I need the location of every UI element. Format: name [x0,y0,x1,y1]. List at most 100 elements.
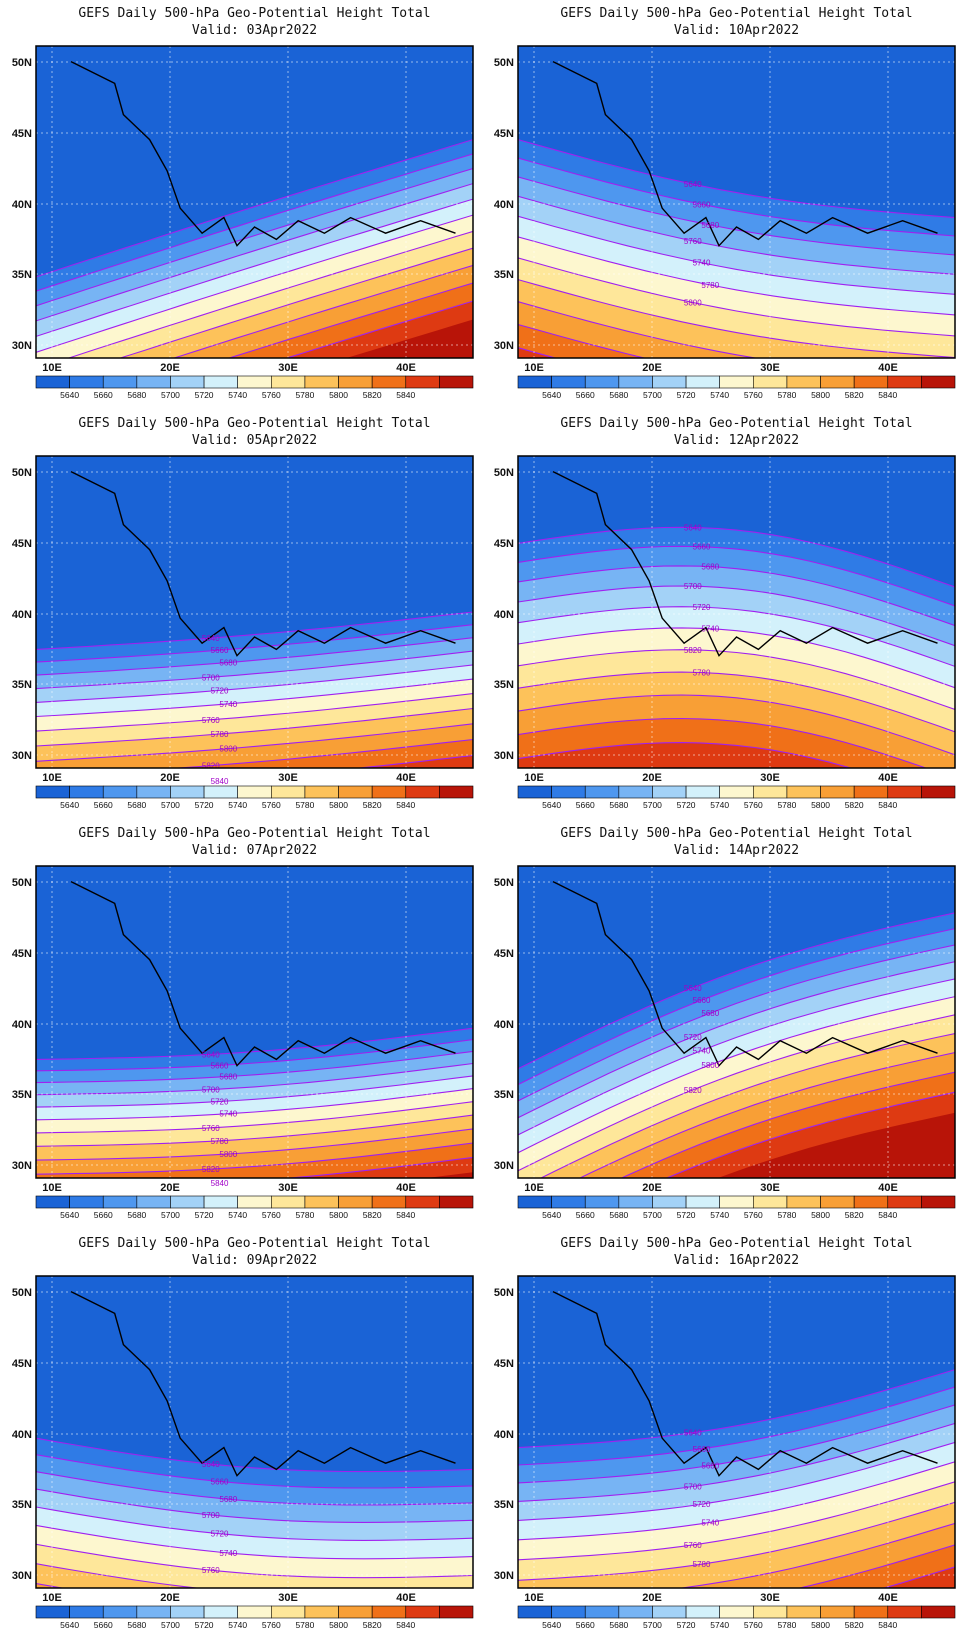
contour-line [36,1142,473,1175]
contour-line [518,1404,955,1484]
fill-band [518,324,645,358]
panel-valid-date: Valid: 05Apr2022 [192,433,317,448]
contour-line [539,1032,955,1178]
lon-tick-label: 20E [160,1182,180,1194]
lat-tick-label: 50N [494,57,514,69]
coastline [70,1290,456,1477]
colorbar-swatch [35,375,70,389]
contour-label: 5800 [684,299,702,308]
contour-line [67,230,473,358]
contour-line [354,754,473,768]
contour-line [36,1062,473,1096]
colorbar-level-label: 5840 [396,1620,415,1630]
lon-tick-label: 20E [160,1592,180,1604]
contour-label: 5640 [684,1429,702,1438]
colorbar-level-label: 5800 [329,1620,348,1630]
colorbar-swatch [271,1195,306,1209]
colorbar-level-label: 5720 [195,390,214,400]
colorbar-swatch [439,785,474,799]
colorbar-level-label: 5720 [195,800,214,810]
map-frame [35,865,474,1179]
lon-tick-label: 30E [760,772,780,784]
colorbar-swatch [271,785,306,799]
colorbar-level-label: 5780 [295,1620,314,1630]
contour-line [118,247,473,358]
map-panel: GEFS Daily 500-hPa Geo-Potential Height … [494,6,956,400]
colorbar-level-label: 5680 [609,1620,628,1630]
colorbar-level-label: 5780 [295,800,314,810]
colorbar-level-label: 5760 [262,390,281,400]
contour-label: 5820 [202,1165,220,1174]
colorbar-level-label: 5840 [396,390,415,400]
panel-valid-date: Valid: 10Apr2022 [674,23,799,38]
lat-tick-label: 45N [494,1358,514,1370]
height-field [36,46,473,358]
colorbar-swatch [102,1605,138,1619]
colorbar-swatch [136,785,171,799]
contour-line [171,738,473,768]
colorbar-level-label: 5760 [744,1210,763,1220]
contour-line [677,1522,955,1588]
map-frame [517,1275,956,1589]
colorbar-swatch [170,375,205,389]
colorbar-level-label: 5780 [777,390,796,400]
fill-band [346,319,473,358]
colorbar-level-label: 5700 [161,1620,180,1630]
colorbar-level-label: 5840 [878,390,897,400]
lat-tick-label: 30N [12,1160,32,1172]
lat-tick-label: 30N [494,1160,514,1172]
colorbar-swatch [921,375,956,389]
contour-line [518,627,955,689]
colorbar-level-label: 5820 [363,390,382,400]
colorbar-level-label: 5740 [710,1210,729,1220]
colorbar-swatch [685,1195,720,1209]
lon-tick-label: 40E [878,772,898,784]
colorbar-level-label: 5800 [811,1620,830,1630]
colorbar-swatch [136,1195,171,1209]
contour-label: 5720 [693,603,711,612]
lat-tick-label: 50N [494,1287,514,1299]
colorbar-level-label: 5840 [396,800,415,810]
colorbar-swatch [136,375,171,389]
contour-label: 5740 [693,259,711,268]
colorbar-swatch [338,1605,373,1619]
contour-label: 5780 [211,730,229,739]
colorbar-swatch [35,1605,70,1619]
colorbar-level-label: 5680 [127,1620,146,1630]
contour-line [36,1128,473,1161]
contour-line [36,1101,473,1134]
colorbar-swatch [405,1195,440,1209]
lat-tick-label: 40N [494,1429,514,1441]
contour-line [36,153,473,292]
lon-tick-label: 40E [396,1592,416,1604]
colorbar-swatch [719,375,754,389]
colorbar-swatch [887,785,922,799]
lat-tick-label: 35N [494,1499,514,1511]
colorbar-level-label: 5780 [295,390,314,400]
contour-label: 5660 [211,646,229,655]
colorbar-level-label: 5720 [195,1620,214,1630]
colorbar-swatch [753,1195,788,1209]
contour-line [36,678,473,718]
contour-line [518,961,955,1119]
colorbar-swatch [439,1195,474,1209]
colorbar-swatch [786,375,821,389]
contour-line [36,183,473,322]
lon-tick-label: 20E [160,772,180,784]
coastline [70,470,456,657]
contour-line [36,167,473,307]
coastline [552,60,938,247]
contour-line [518,195,955,275]
lat-tick-label: 45N [12,948,32,960]
contour-line [518,1501,955,1581]
contour-label: 5780 [701,281,719,290]
colorbar-level-label: 5700 [161,390,180,400]
contour-label: 5760 [202,716,220,725]
colorbar-swatch [551,1195,586,1209]
colorbar-swatch [652,375,687,389]
colorbar-level-label: 5700 [643,1620,662,1630]
lon-tick-label: 30E [760,1592,780,1604]
colorbar-level-label: 5800 [811,800,830,810]
colorbar-swatch [203,1605,238,1619]
colorbar-level-label: 5740 [228,800,247,810]
